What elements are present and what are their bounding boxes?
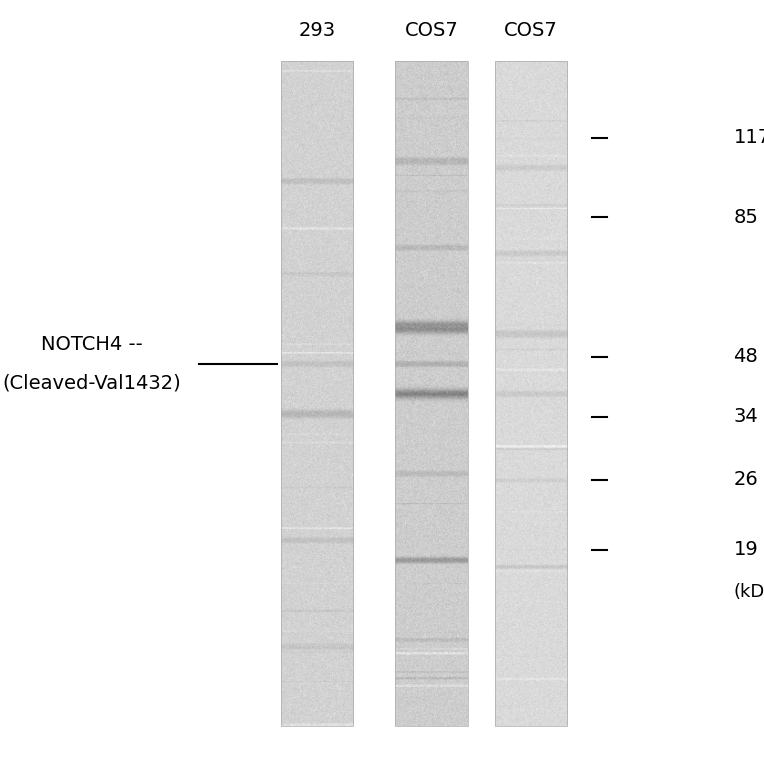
Text: 26: 26 xyxy=(733,471,758,490)
Text: NOTCH4 --: NOTCH4 -- xyxy=(40,335,143,354)
Text: 85: 85 xyxy=(733,208,759,227)
Bar xyxy=(281,61,354,726)
Text: COS7: COS7 xyxy=(405,21,458,40)
Bar xyxy=(495,61,567,726)
Text: 34: 34 xyxy=(733,407,758,426)
Bar xyxy=(396,61,468,726)
Text: (kD): (kD) xyxy=(733,583,764,601)
Text: 48: 48 xyxy=(733,348,758,367)
Text: 117: 117 xyxy=(733,128,764,147)
Text: 293: 293 xyxy=(299,21,335,40)
Text: (Cleaved-Val1432): (Cleaved-Val1432) xyxy=(2,373,181,392)
Text: 19: 19 xyxy=(733,540,758,559)
Text: COS7: COS7 xyxy=(504,21,558,40)
